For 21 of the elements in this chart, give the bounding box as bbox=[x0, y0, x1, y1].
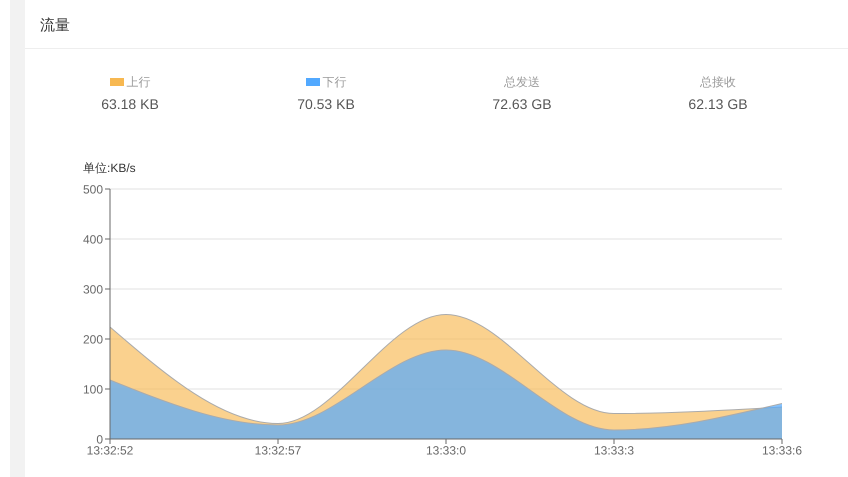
text: 总接收 bbox=[699, 74, 737, 90]
text: 63.18 KB bbox=[100, 96, 160, 112]
y-tick-label: 300 bbox=[82, 282, 104, 296]
y-axis-title: 单位:KB/s bbox=[83, 160, 136, 177]
text: 70.53 KB bbox=[296, 96, 356, 112]
y-tick-label: 500 bbox=[82, 182, 104, 196]
chart-title: 流量 bbox=[40, 16, 70, 35]
x-tick-label: 13:33:6 bbox=[762, 444, 802, 458]
text: 62.13 GB bbox=[687, 96, 749, 112]
x-tick-label: 13:33:3 bbox=[594, 444, 634, 458]
y-tick-label: 0 bbox=[96, 432, 104, 446]
text: 总发送 bbox=[503, 74, 541, 90]
legend-label: 上行 bbox=[126, 74, 152, 90]
legend-label: 下行 bbox=[322, 74, 348, 90]
y-tick-label: 400 bbox=[82, 232, 104, 246]
x-tick-label: 13:33:0 bbox=[426, 444, 466, 458]
text: 72.63 GB bbox=[491, 96, 553, 112]
y-tick-label: 200 bbox=[82, 332, 104, 346]
x-tick-label: 13:32:52 bbox=[86, 444, 134, 458]
y-tick-label: 100 bbox=[82, 382, 104, 396]
x-tick-label: 13:32:57 bbox=[254, 444, 302, 458]
